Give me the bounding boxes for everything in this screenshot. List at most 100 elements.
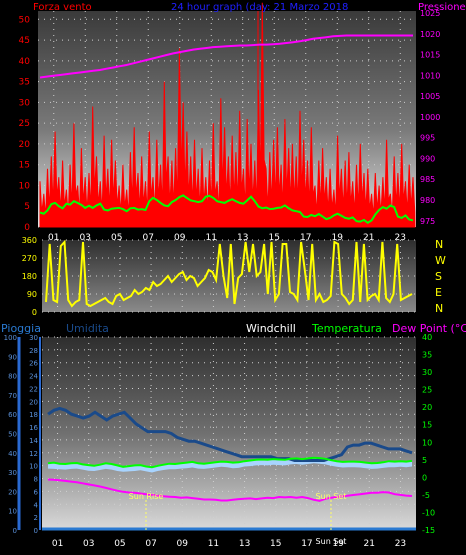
wind-pressure-marks [39, 2, 416, 228]
dew-point-line [47, 478, 413, 502]
rain-mm-tick-label: 20 [29, 398, 38, 406]
wind-speed-tick-label: 45 [19, 36, 30, 46]
wind-direction-tick-label: 180 [22, 272, 37, 281]
sun-event-label: Sun Rise [129, 492, 164, 501]
compass-label: S [435, 270, 442, 283]
wind-speed-tick-label: 25 [19, 119, 30, 129]
wind-direction-line [45, 239, 413, 308]
wind-speed-tick-label: 20 [19, 140, 31, 150]
dew-point-legend: Dew Point (°C) [392, 322, 466, 335]
humidity-temperature-plot-area [42, 337, 416, 530]
temperature-tick-label: -10 [422, 508, 435, 517]
humidity-temperature-axes: 0246810121416182022242628300102030405060… [4, 333, 435, 549]
pressure-tick-label: 980 [420, 196, 435, 205]
temperature-tick-label: -15 [422, 526, 435, 535]
temperature-tick-label: -5 [422, 491, 430, 500]
rain-mm-tick-label: 4 [34, 501, 39, 509]
time-tick-label: 03 [80, 233, 91, 243]
wind-speed-tick-label: 35 [19, 78, 30, 88]
temperature-tick-label: 0 [422, 473, 427, 482]
wind-speed-tick-label: 15 [19, 161, 30, 171]
wind-direction-tick-label: 0 [32, 308, 37, 317]
time-tick-label: 05 [111, 233, 122, 243]
time-tick-label: 17 [301, 539, 312, 549]
rain-mm-tick-label: 10 [29, 463, 38, 471]
temperature-tick-label: 10 [422, 438, 432, 447]
humidity-tick-label: 70 [8, 392, 17, 400]
time-tick-label: 19 [332, 233, 344, 243]
pressure-axis-label: Pressione [418, 2, 466, 13]
temperature-tick-label: 20 [422, 403, 432, 412]
rain-mm-tick-label: 22 [29, 385, 38, 393]
rain-mm-tick-label: 0 [34, 527, 38, 535]
time-tick-label: 01 [48, 233, 59, 243]
time-tick-label: 11 [206, 233, 217, 243]
temperature-tick-label: 35 [422, 351, 432, 360]
pressure-tick-label: 995 [420, 134, 435, 143]
humidity-tick-label: 100 [4, 334, 17, 342]
humidity-tick-label: 0 [13, 527, 17, 535]
rain-legend: Pioggia [1, 322, 41, 335]
humidity-tick-label: 90 [8, 353, 17, 361]
rain-mm-tick-label: 18 [29, 411, 38, 419]
sun-event-label: Sun Set [316, 492, 347, 501]
time-tick-label: 05 [114, 539, 125, 549]
temperature-tick-label: 5 [422, 456, 427, 465]
rain-mm-tick-label: 28 [29, 347, 38, 355]
humidity-tick-label: 80 [8, 373, 17, 381]
wind-speed-tick-label: 30 [19, 98, 31, 108]
time-tick-label: 07 [145, 539, 156, 549]
temperature-tick-label: 40 [422, 333, 432, 342]
time-tick-label: 23 [395, 233, 406, 243]
time-tick-label: 03 [83, 539, 94, 549]
time-tick-label: 01 [52, 539, 63, 549]
humidity-tick-label: 40 [8, 450, 17, 458]
time-tick-label: 13 [239, 539, 250, 549]
wind-speed-tick-label: 5 [24, 202, 30, 212]
compass-label: N [435, 302, 443, 315]
time-tick-label: 11 [208, 539, 219, 549]
humidity-tick-label: 10 [8, 508, 17, 516]
time-tick-label: 23 [395, 539, 406, 549]
temperature-tick-label: 25 [422, 386, 432, 395]
rain-mm-tick-label: 12 [29, 450, 38, 458]
wind-direction-tick-label: 90 [27, 290, 37, 299]
compass-label: N [435, 238, 443, 251]
humidity-legend: Umidita [66, 322, 109, 335]
rain-mm-tick-label: 26 [29, 360, 38, 368]
pressure-tick-label: 1025 [420, 9, 440, 18]
rain-mm-tick-label: 8 [34, 476, 38, 484]
chart-title: 24 hour graph (day: 21 Marzo 2018 [171, 2, 348, 13]
pressure-tick-label: 990 [420, 154, 435, 163]
time-tick-label: 15 [270, 539, 281, 549]
rain-mm-tick-label: 14 [29, 437, 38, 445]
wind-direction-tick-label: 360 [22, 236, 37, 245]
time-tick-label: 17 [300, 233, 311, 243]
time-tick-label: 21 [364, 539, 375, 549]
sun-event-label: Sun Set [316, 537, 347, 546]
wind-speed-tick-label: 0 [24, 223, 30, 233]
time-tick-label: 21 [363, 233, 374, 243]
time-tick-label: 07 [143, 233, 154, 243]
wind-speed-area [39, 2, 416, 228]
humidity-temperature-marks [42, 406, 416, 531]
rain-mm-tick-label: 24 [29, 373, 38, 381]
time-tick-label: 19 [332, 539, 344, 549]
time-tick-label: 09 [174, 233, 186, 243]
pressure-tick-label: 985 [420, 175, 435, 184]
wind-speed-tick-label: 10 [19, 181, 31, 191]
temperature-tick-label: 15 [422, 421, 432, 430]
wind-pressure-panel: 0510152025303540455097598098599099510001… [19, 2, 466, 243]
rain-mm-tick-label: 16 [29, 424, 38, 432]
rain-mm-tick-label: 2 [34, 514, 38, 522]
wind-speed-axis-label: Forza vento [33, 2, 92, 13]
temperature-tick-label: 30 [422, 368, 432, 377]
pressure-tick-label: 1000 [420, 113, 440, 122]
wind-speed-tick-label: 40 [19, 57, 31, 67]
humidity-tick-label: 60 [8, 411, 17, 419]
wind-direction-tick-label: 270 [22, 254, 37, 263]
wind-direction-marks [45, 239, 413, 308]
humidity-temperature-panel: 0246810121416182022242628300102030405060… [1, 322, 466, 549]
